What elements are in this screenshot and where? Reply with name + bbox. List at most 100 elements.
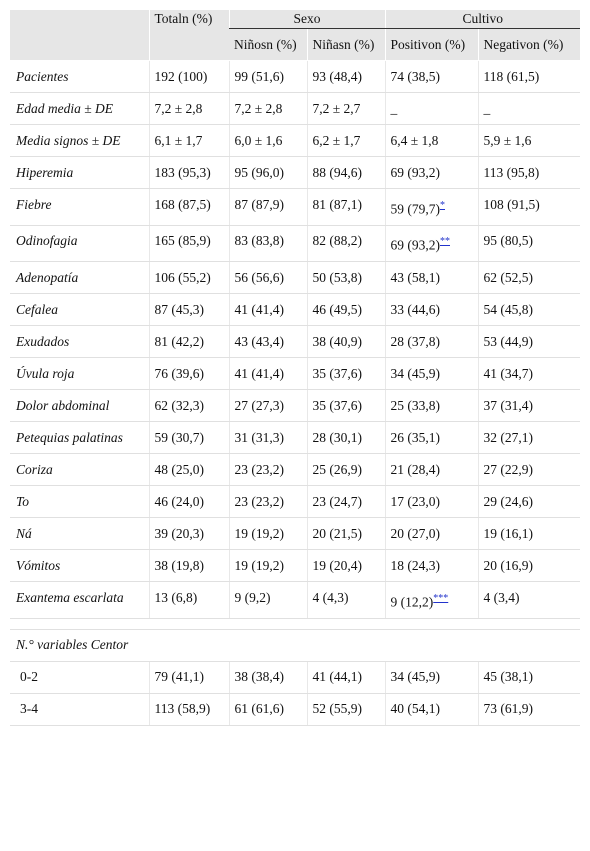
table-row: Fiebre 168 (87,5) 87 (87,9) 81 (87,1) 59 (79… bbox=[10, 188, 581, 226]
table-cell: 39 (20,3) bbox=[148, 517, 229, 550]
table-cell: 38 (19,8) bbox=[148, 549, 229, 582]
table-cell: 192 (100) bbox=[148, 60, 229, 93]
table-row: Exantema escarlata 13 (6,8) 9 (9,2) 4 (4,3)… bbox=[10, 581, 581, 619]
header-group: Sexo bbox=[228, 10, 385, 29]
table-cell: _ bbox=[477, 92, 581, 125]
table-cell: 52 (55,9) bbox=[306, 693, 385, 726]
table-row: 3-4 113 (58,9) 61 (61,6) 52 (55,9) 40 (54,1)… bbox=[10, 693, 581, 726]
header-cell: Totaln (%) bbox=[148, 10, 229, 61]
table-cell: 21 (28,4) bbox=[384, 453, 478, 486]
row-label: Exantema escarlata bbox=[10, 581, 149, 619]
table-row: Vómitos 38 (19,8) 19 (19,2) 19 (20,4) 18 (24… bbox=[10, 549, 581, 582]
table-cell: 23 (23,2) bbox=[228, 485, 307, 518]
table-cell: 69 (93,2) bbox=[384, 156, 478, 189]
table-cell: 27 (22,9) bbox=[477, 453, 581, 486]
table-cell: 50 (53,8) bbox=[306, 261, 385, 294]
table-row: Dolor abdominal 62 (32,3) 27 (27,3) 35 (37,… bbox=[10, 389, 581, 422]
table-cell: 27 (27,3) bbox=[228, 389, 307, 422]
table-cell: 62 (52,5) bbox=[477, 261, 581, 294]
table-row: To 46 (24,0) 23 (23,2) 23 (24,7) 17 (23,0) 29… bbox=[10, 485, 581, 518]
table-cell: 25 (33,8) bbox=[384, 389, 478, 422]
table-cell: 29 (24,6) bbox=[477, 485, 581, 518]
table-cell: 165 (85,9) bbox=[148, 225, 229, 262]
table-header: Totaln (%) Sexo Cultivo Niñosn (%) Niñas… bbox=[10, 10, 581, 61]
table-cell: 48 (25,0) bbox=[148, 453, 229, 486]
table-cell: 79 (41,1) bbox=[148, 661, 229, 694]
table-cell: 20 (27,0) bbox=[384, 517, 478, 550]
table-cell: 19 (19,2) bbox=[228, 517, 307, 550]
table-cell: 59 (30,7) bbox=[148, 421, 229, 454]
cell-text: 59 (79,7) bbox=[390, 201, 441, 216]
table-cell: 23 (24,7) bbox=[306, 485, 385, 518]
table-cell: 95 (80,5) bbox=[477, 225, 581, 262]
table-cell: 41 (41,4) bbox=[228, 357, 307, 390]
table-row: Edad media ± DE 7,2 ± 2,8 7,2 ± 2,8 7,2 ± 2… bbox=[10, 92, 581, 125]
table-cell: 6,4 ± 1,8 bbox=[384, 124, 478, 157]
header-cell bbox=[10, 10, 149, 61]
table-row: Cefalea 87 (45,3) 41 (41,4) 46 (49,5) 33 (44… bbox=[10, 293, 581, 326]
footnote-link[interactable]: *** bbox=[433, 592, 449, 604]
table-cell: 43 (58,1) bbox=[384, 261, 478, 294]
section-row: N.° variables Centor bbox=[10, 629, 581, 662]
row-label: Adenopatía bbox=[10, 261, 149, 294]
table-cell: 43 (43,4) bbox=[228, 325, 307, 358]
table-cell: 7,2 ± 2,7 bbox=[306, 92, 385, 125]
table-cell: 81 (42,2) bbox=[148, 325, 229, 358]
spacer-cell bbox=[10, 618, 581, 630]
table-cell: 19 (16,1) bbox=[477, 517, 581, 550]
table-cell: 74 (38,5) bbox=[384, 60, 478, 93]
table-cell: 69 (93,2)** bbox=[384, 225, 478, 262]
table-cell: 183 (95,3) bbox=[148, 156, 229, 189]
table-cell: 9 (12,2)*** bbox=[384, 581, 478, 619]
table-cell: 13 (6,8) bbox=[148, 581, 229, 619]
row-label: Exudados bbox=[10, 325, 149, 358]
footnote-link[interactable]: * bbox=[440, 199, 445, 211]
table-cell: 82 (88,2) bbox=[306, 225, 385, 262]
table-cell: 6,2 ± 1,7 bbox=[306, 124, 385, 157]
table-row: Exudados 81 (42,2) 43 (43,4) 38 (40,9) 28 (3… bbox=[10, 325, 581, 358]
table-cell: _ bbox=[384, 92, 478, 125]
table-row: Odinofagia 165 (85,9) 83 (83,8) 82 (88,2) 69… bbox=[10, 225, 581, 262]
table-cell: 73 (61,9) bbox=[477, 693, 581, 726]
table-cell: 6,1 ± 1,7 bbox=[148, 124, 229, 157]
table-cell: 93 (48,4) bbox=[306, 60, 385, 93]
table-cell: 5,9 ± 1,6 bbox=[477, 124, 581, 157]
table-cell: 56 (56,6) bbox=[228, 261, 307, 294]
spacer-row bbox=[10, 618, 581, 630]
table-cell: 38 (38,4) bbox=[228, 661, 307, 694]
row-label: Dolor abdominal bbox=[10, 389, 149, 422]
data-table: Totaln (%) Sexo Cultivo Niñosn (%) Niñas… bbox=[10, 10, 581, 726]
row-label: Pacientes bbox=[10, 60, 149, 93]
table-body: Pacientes 192 (100) 99 (51,6) 93 (48,4) 74 (… bbox=[10, 60, 581, 726]
table-cell: 20 (21,5) bbox=[306, 517, 385, 550]
footnote-link[interactable]: ** bbox=[440, 236, 450, 247]
table-cell: 41 (44,1) bbox=[306, 661, 385, 694]
table-cell: 37 (31,4) bbox=[477, 389, 581, 422]
table-cell: 40 (54,1) bbox=[384, 693, 478, 726]
table-row: Coriza 48 (25,0) 23 (23,2) 25 (26,9) 21 (28,… bbox=[10, 453, 581, 486]
table-cell: 6,0 ± 1,6 bbox=[228, 124, 307, 157]
row-label: Hiperemia bbox=[10, 156, 149, 189]
table-cell: 76 (39,6) bbox=[148, 357, 229, 390]
table-cell: 35 (37,6) bbox=[306, 357, 385, 390]
table-cell: 35 (37,6) bbox=[306, 389, 385, 422]
table-cell: 20 (16,9) bbox=[477, 549, 581, 582]
table-cell: 54 (45,8) bbox=[477, 293, 581, 326]
table-cell: 38 (40,9) bbox=[306, 325, 385, 358]
table-cell: 28 (30,1) bbox=[306, 421, 385, 454]
header-cell: Niñosn (%) bbox=[229, 28, 307, 61]
table-cell: 87 (45,3) bbox=[148, 293, 229, 326]
header-cell: Positivon (%) bbox=[384, 28, 478, 61]
header-group: Cultivo bbox=[384, 10, 581, 29]
table-cell: 23 (23,2) bbox=[228, 453, 307, 486]
table-cell: 7,2 ± 2,8 bbox=[148, 92, 229, 125]
table-cell: 34 (45,9) bbox=[384, 357, 478, 390]
table-cell: 46 (24,0) bbox=[148, 485, 229, 518]
table-cell: 32 (27,1) bbox=[477, 421, 581, 454]
table-cell: 19 (19,2) bbox=[228, 549, 307, 582]
footnote-mark: *** bbox=[433, 592, 448, 604]
row-label: Media signos ± DE bbox=[10, 124, 149, 157]
table-cell: 59 (79,7)* bbox=[384, 188, 478, 226]
table-cell: 81 (87,1) bbox=[306, 188, 385, 226]
